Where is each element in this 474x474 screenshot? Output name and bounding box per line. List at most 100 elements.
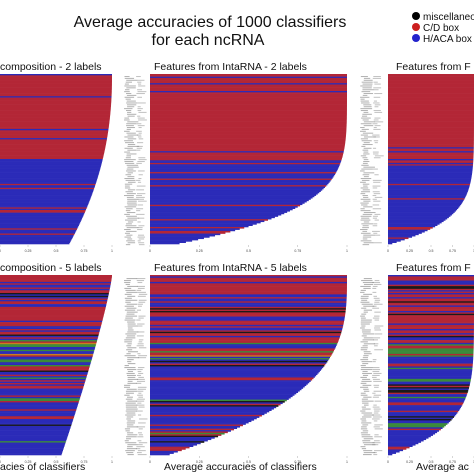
bar <box>388 439 424 442</box>
bar <box>0 365 90 367</box>
bar <box>388 319 474 321</box>
bar <box>150 301 347 303</box>
bar <box>388 143 474 145</box>
bar <box>388 441 422 443</box>
bar <box>0 204 88 207</box>
bar <box>0 331 100 334</box>
panel-title: Features from IntaRNA - 2 labels <box>154 61 307 73</box>
bar <box>150 326 343 328</box>
bar <box>0 377 87 380</box>
bar <box>150 236 210 238</box>
bar <box>150 437 215 439</box>
bar <box>150 420 252 423</box>
bar <box>150 240 193 242</box>
bar <box>150 443 198 446</box>
bar <box>0 423 72 425</box>
bar <box>150 353 332 356</box>
bar <box>150 302 347 305</box>
bar <box>0 410 76 413</box>
ncrna-label-strip <box>124 278 148 456</box>
bar <box>0 355 93 357</box>
bar <box>0 106 111 109</box>
bar <box>388 371 472 374</box>
bar <box>388 170 473 173</box>
bar <box>0 376 87 378</box>
bar <box>388 172 473 174</box>
bar <box>0 441 66 443</box>
bar <box>0 89 112 92</box>
bar <box>150 358 330 360</box>
bar <box>0 100 112 102</box>
bar <box>150 94 347 97</box>
bar <box>0 430 70 432</box>
bar <box>388 373 472 375</box>
bar <box>150 126 347 128</box>
bar <box>388 194 467 196</box>
bar <box>150 230 231 233</box>
bar <box>0 367 90 370</box>
bar <box>0 101 112 104</box>
bar <box>388 149 474 152</box>
bar <box>150 424 243 427</box>
bar <box>0 432 69 435</box>
bar <box>388 139 474 141</box>
bar <box>0 187 95 190</box>
bar <box>388 76 474 79</box>
bar <box>0 439 67 442</box>
bar <box>150 374 317 377</box>
bar <box>388 216 449 219</box>
bar <box>0 315 104 317</box>
bar <box>388 283 474 285</box>
bar <box>388 125 474 127</box>
bar <box>0 194 92 196</box>
bar <box>388 362 473 364</box>
bar <box>388 237 409 240</box>
bar <box>388 93 474 96</box>
bar <box>0 114 111 117</box>
bar <box>388 378 471 381</box>
bar <box>388 147 474 149</box>
bar <box>388 406 461 409</box>
bar <box>150 414 262 417</box>
bar <box>388 81 474 84</box>
bar <box>0 75 112 77</box>
chart-panel-2: 0 0.25 0.5 0.75 1 Features from IntaRNA - 2 l… <box>149 61 348 253</box>
bar <box>0 182 96 185</box>
chart-panels: 0 0.25 0.5 0.75 1 composition - 2 labels 0 0.25… <box>0 61 474 473</box>
bar <box>0 164 102 166</box>
bar <box>388 136 474 139</box>
bar <box>0 196 91 199</box>
bar <box>388 279 474 281</box>
bar <box>388 224 438 226</box>
bar <box>150 309 346 312</box>
bar <box>0 330 100 333</box>
bar <box>0 236 73 238</box>
bar <box>388 225 436 228</box>
bar <box>150 432 225 435</box>
bar <box>0 279 112 281</box>
bar <box>0 353 94 356</box>
bar <box>388 96 474 98</box>
bar <box>0 420 73 423</box>
bar <box>0 233 75 236</box>
bar <box>388 207 459 209</box>
bar <box>388 145 474 148</box>
bar <box>388 428 441 431</box>
axis-tick-label: 0.75 <box>81 460 88 464</box>
bar <box>0 80 112 83</box>
bar <box>150 305 347 308</box>
bar <box>0 387 84 389</box>
axis-tick-label: 0.25 <box>406 460 413 464</box>
bar <box>150 228 240 230</box>
axis-tick-label: 0 <box>149 460 151 464</box>
bar <box>0 220 81 223</box>
bar <box>388 425 445 428</box>
bar <box>0 142 107 144</box>
bar <box>388 419 452 421</box>
bar <box>150 152 344 155</box>
bar <box>150 312 346 315</box>
bar <box>150 203 303 206</box>
bar <box>150 122 347 124</box>
bar <box>0 138 107 140</box>
bar <box>388 202 463 204</box>
